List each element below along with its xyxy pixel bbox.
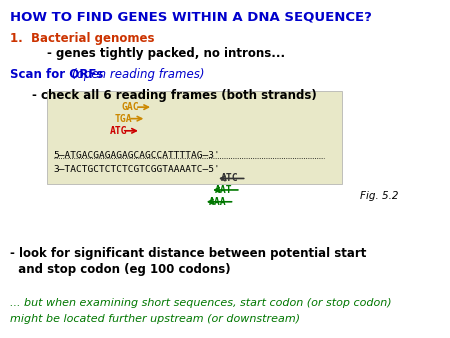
Text: - genes tightly packed, no introns...: - genes tightly packed, no introns...	[47, 47, 285, 59]
Text: (open reading frames): (open reading frames)	[72, 68, 204, 80]
Text: AAA: AAA	[208, 197, 226, 207]
Text: ATG: ATG	[109, 126, 127, 136]
Text: 5–ATGACGAGAGAGCAGCCATTTTAG–3': 5–ATGACGAGAGAGCAGCCATTTTAG–3'	[53, 151, 220, 160]
Text: GAC: GAC	[122, 102, 139, 112]
Text: 1.  Bacterial genomes: 1. Bacterial genomes	[10, 32, 154, 45]
Text: AAT: AAT	[215, 185, 232, 195]
Text: ATC: ATC	[220, 173, 238, 184]
Text: TGA: TGA	[115, 114, 132, 124]
Text: - check all 6 reading frames (both strands): - check all 6 reading frames (both stran…	[32, 89, 316, 101]
Text: might be located further upstream (or downstream): might be located further upstream (or do…	[10, 314, 300, 324]
FancyBboxPatch shape	[47, 91, 342, 184]
Text: 3–TACTGCTCTCTCGTCGGTAAAATC–5': 3–TACTGCTCTCTCGTCGGTAAAATC–5'	[53, 165, 220, 174]
Text: and stop codon (eg 100 codons): and stop codon (eg 100 codons)	[10, 263, 230, 276]
Text: Scan for ORFs: Scan for ORFs	[10, 68, 108, 80]
Text: HOW TO FIND GENES WITHIN A DNA SEQUENCE?: HOW TO FIND GENES WITHIN A DNA SEQUENCE?	[10, 11, 372, 24]
Text: Fig. 5.2: Fig. 5.2	[360, 191, 399, 201]
Text: ... but when examining short sequences, start codon (or stop codon): ... but when examining short sequences, …	[10, 298, 391, 308]
Text: - look for significant distance between potential start: - look for significant distance between …	[10, 247, 366, 260]
